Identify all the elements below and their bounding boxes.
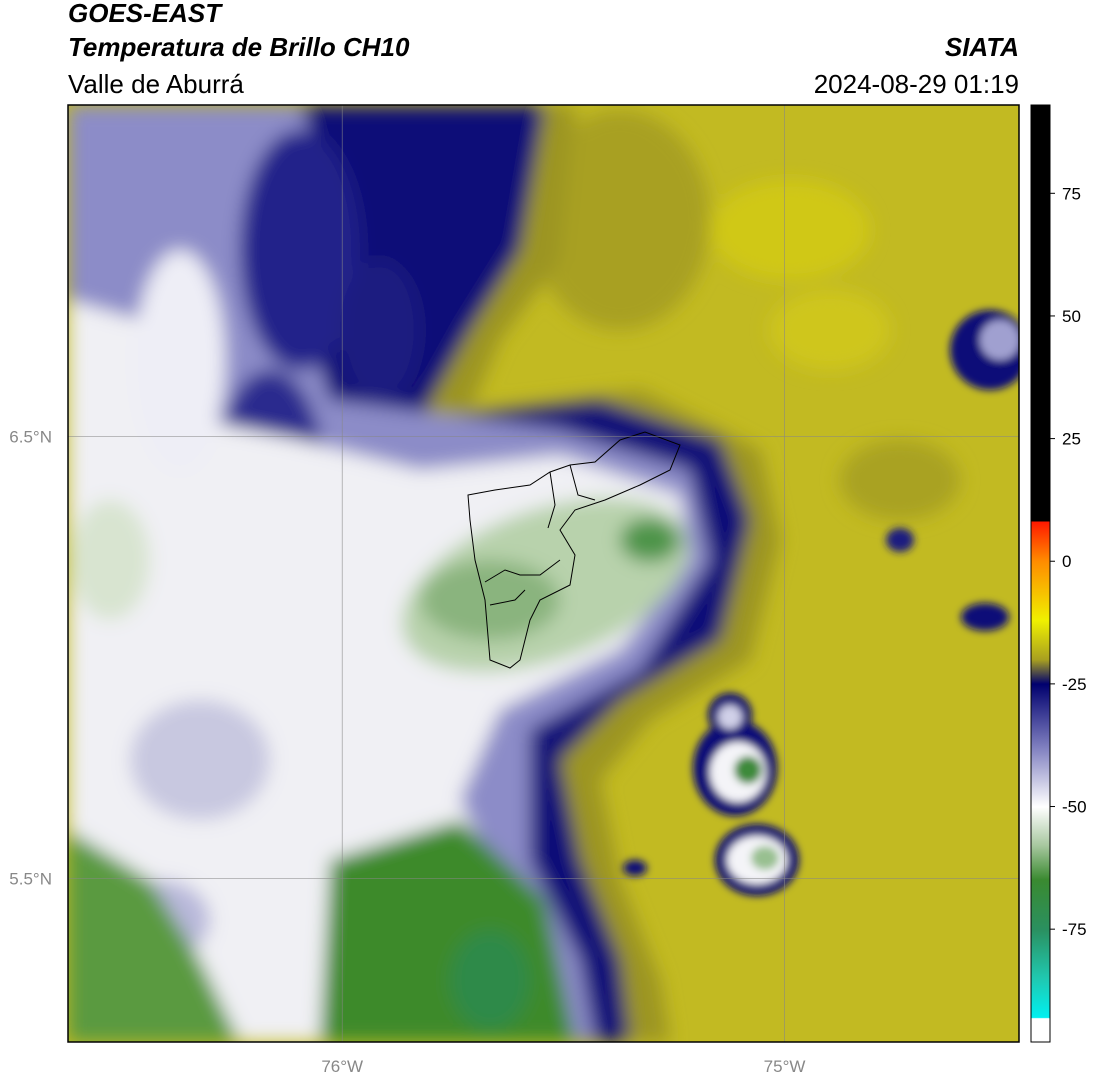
grid [68, 105, 1019, 1042]
timestamp: 2024-08-29 01:19 [814, 69, 1019, 99]
y-tick-label: 6.5°N [9, 427, 52, 446]
colorbar-tick-label: 0 [1062, 552, 1071, 571]
region: Valle de Aburrá [68, 69, 244, 99]
map-frame [67, 104, 1020, 1043]
colorbar-tick-label: -75 [1062, 920, 1087, 939]
x-tick-label: 75°W [764, 1057, 806, 1076]
colorbar [1030, 104, 1051, 1043]
y-tick-label: 5.5°N [9, 869, 52, 888]
colorbar-tick-label: 75 [1062, 184, 1081, 203]
municipality-boundaries [467, 431, 681, 669]
colorbar-tick-label: -50 [1062, 798, 1087, 817]
source: SIATA [945, 32, 1019, 62]
colorbar-tick-label: -25 [1062, 675, 1087, 694]
satellite-image [68, 105, 1019, 1042]
subtitle: Temperatura de Brillo CH10 [68, 32, 410, 62]
title: GOES-EAST [68, 0, 223, 28]
colorbar-tick-label: 50 [1062, 307, 1081, 326]
x-tick-label: 76°W [321, 1057, 363, 1076]
colorbar-tick-label: 25 [1062, 430, 1081, 449]
